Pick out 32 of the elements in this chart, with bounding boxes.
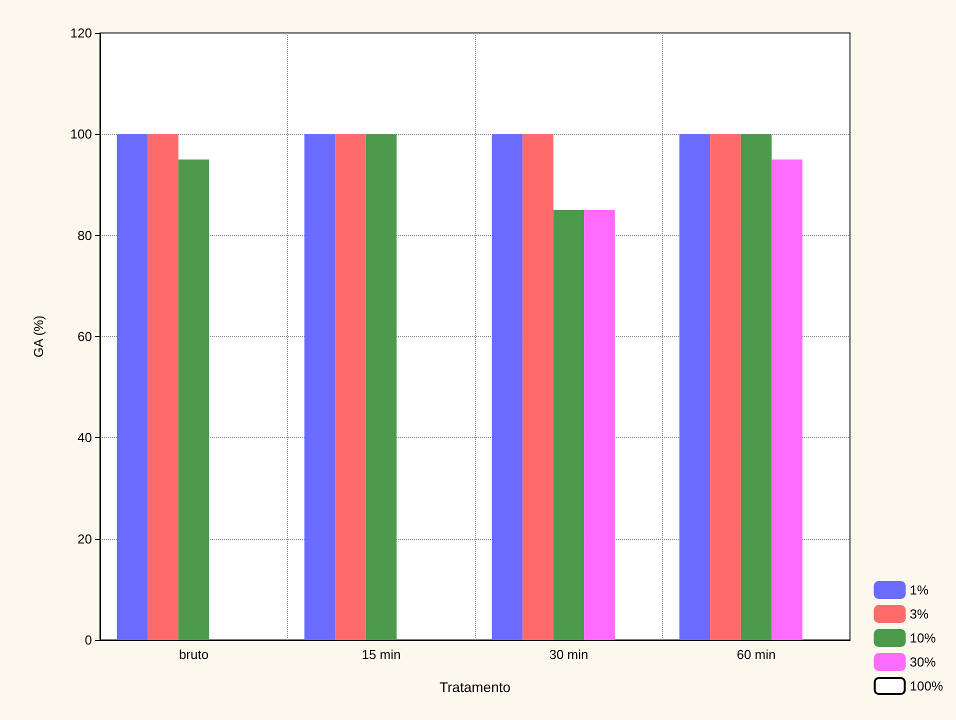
x-axis-title: Tratamento — [439, 679, 511, 695]
bar — [553, 210, 584, 640]
legend-label: 10% — [910, 630, 936, 646]
y-tick-label: 120 — [70, 26, 92, 40]
legend-label: 1% — [910, 582, 929, 598]
bar — [492, 134, 523, 640]
x-tick-label: 60 min — [736, 647, 776, 662]
y-tick-label: 80 — [78, 228, 92, 243]
y-axis-title: GA (%) — [31, 316, 46, 358]
y-tick-label: 100 — [70, 126, 92, 142]
bar — [178, 159, 210, 640]
bar — [335, 134, 366, 640]
x-tick-label: 15 min — [362, 647, 401, 662]
bar — [772, 159, 802, 640]
bar — [710, 134, 741, 640]
bar — [584, 210, 615, 640]
bar — [522, 134, 554, 640]
bar — [116, 134, 148, 640]
y-tick-label: 0 — [84, 632, 92, 648]
legend-label: 3% — [910, 606, 929, 622]
x-tick-label: 30 min — [549, 647, 588, 662]
x-tick-label: bruto — [178, 647, 209, 662]
bar — [740, 134, 772, 640]
bar — [304, 134, 336, 640]
legend-label: 30% — [910, 654, 936, 670]
bar — [148, 134, 178, 640]
legend-label: 100% — [910, 678, 944, 694]
y-tick-label: 60 — [78, 329, 92, 344]
y-tick-label: 40 — [78, 430, 92, 446]
bar — [366, 134, 397, 640]
y-tick-label: 20 — [78, 531, 92, 546]
bar — [679, 134, 710, 640]
